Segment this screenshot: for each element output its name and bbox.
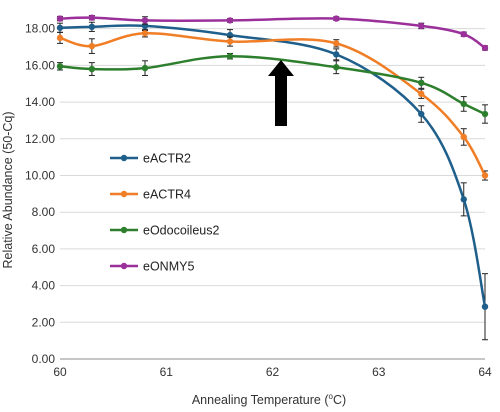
data-point [481,303,489,310]
y-axis-title: Relative Abundance (50-Cq) [1,111,15,268]
legend-label: eONMY5 [143,260,194,274]
y-tick-label: 4.00 [32,279,56,293]
x-tick-label: 64 [478,365,492,379]
data-point [226,53,234,60]
gridlines [60,28,485,323]
y-tick-label: 6.00 [32,242,56,256]
legend-swatch-marker [120,226,128,234]
series-line [59,54,486,116]
data-point [226,17,234,24]
data-point [333,15,340,22]
data-point [460,100,467,108]
data-point [141,17,149,24]
x-axis-title-main: Annealing Temperature ( [192,393,329,407]
y-tick-label: 12.00 [25,132,55,146]
data-point [141,30,149,37]
series-eOdocoileus2 [56,52,489,124]
x-tick-label: 62 [266,365,280,379]
arrow-annotation [268,60,294,126]
data-point [481,44,489,52]
legend: eACTR2 eACTR4 eOdocoileus2 eONMY5 [110,152,219,274]
data-point [56,63,64,70]
y-tick-label: 0.00 [32,352,56,366]
data-point [88,14,96,21]
x-axis-title-superscript: o [329,392,334,401]
legend-label: eACTR2 [143,152,191,166]
data-point [418,110,425,118]
y-tick-labels: 0.00 2.00 4.00 6.00 8.00 10.00 12.00 14.00 16.00… [25,22,55,366]
x-axis-title-end: C) [333,393,346,407]
series-eACTR4 [56,29,489,181]
legend-swatch-marker [120,154,128,162]
series-line [59,32,487,177]
data-point [88,42,96,50]
data-point [141,64,149,72]
legend-item: eONMY5 [110,260,194,274]
data-point [418,90,425,98]
legend-swatch-marker [120,190,128,198]
y-tick-label: 2.00 [32,315,56,329]
series-group [56,14,489,341]
x-tick-label: 63 [372,365,386,379]
data-point [56,24,64,31]
y-tick-label: 10.00 [25,168,55,182]
y-tick-label: 8.00 [32,205,56,219]
up-arrow-icon [268,60,294,126]
data-point [460,196,467,203]
data-point [88,65,96,73]
y-tick-label: 16.00 [25,58,55,72]
x-tick-labels: 60 61 62 63 64 [53,365,492,379]
data-point [418,22,425,30]
legend-item: eACTR4 [110,188,191,202]
x-tick-label: 61 [160,365,174,379]
x-tick-label: 60 [53,365,67,379]
data-point [460,133,467,141]
data-point [56,15,64,22]
data-point [333,51,340,58]
data-point [333,40,340,47]
data-point [333,64,340,71]
y-tick-label: 18.00 [25,22,55,36]
data-point [226,38,234,45]
x-axis-title: Annealing Temperature (oC) [192,392,346,407]
legend-item: eACTR2 [110,152,191,166]
data-point [56,34,64,42]
legend-label: eOdocoileus2 [143,224,219,238]
legend-swatch-marker [120,262,128,270]
data-point [481,110,489,118]
legend-label: eACTR4 [143,188,191,202]
series-line [59,16,486,49]
data-point [460,30,467,38]
y-tick-label: 14.00 [25,95,55,109]
data-point [481,172,489,179]
data-point [418,79,425,87]
data-point [88,23,96,31]
series-eONMY5 [56,14,489,52]
legend-item: eOdocoileus2 [110,224,219,238]
